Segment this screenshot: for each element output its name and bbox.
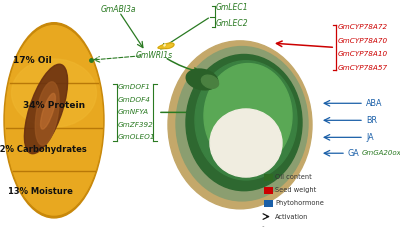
Text: GmCYP78A57: GmCYP78A57 [337, 65, 387, 71]
Ellipse shape [186, 69, 218, 90]
FancyBboxPatch shape [264, 174, 273, 181]
Text: GmNFYA: GmNFYA [118, 109, 149, 115]
Polygon shape [158, 43, 174, 49]
Ellipse shape [168, 41, 312, 209]
Text: 34% Protein: 34% Protein [23, 101, 85, 110]
Ellipse shape [195, 61, 297, 180]
Text: BR: BR [366, 116, 377, 125]
Text: GmABI3a: GmABI3a [100, 5, 136, 14]
Ellipse shape [6, 26, 102, 215]
Text: GmDOF4: GmDOF4 [118, 97, 151, 103]
Text: GmCYP78A10: GmCYP78A10 [337, 52, 387, 57]
Text: Phytohormone: Phytohormone [275, 200, 324, 206]
Ellipse shape [202, 75, 218, 88]
Text: 32% Carbohydrates: 32% Carbohydrates [0, 145, 86, 154]
Text: JA: JA [366, 133, 374, 142]
Text: GmGA20ox: GmGA20ox [362, 150, 400, 156]
FancyBboxPatch shape [264, 200, 273, 207]
Ellipse shape [4, 23, 104, 218]
Text: GmZF392: GmZF392 [118, 122, 154, 128]
Ellipse shape [176, 47, 308, 201]
Polygon shape [164, 44, 166, 46]
Text: GmCYP78A70: GmCYP78A70 [337, 38, 387, 44]
Text: Oil content: Oil content [275, 174, 312, 180]
Text: GmOLEO1: GmOLEO1 [118, 134, 156, 140]
Text: GmLEC2: GmLEC2 [216, 19, 249, 28]
Ellipse shape [24, 64, 68, 154]
Text: Seed weight: Seed weight [275, 187, 316, 193]
Text: 17% Oil: 17% Oil [13, 56, 51, 65]
Ellipse shape [12, 59, 96, 127]
Text: GmLEC1: GmLEC1 [216, 3, 249, 12]
Text: GA: GA [348, 149, 360, 158]
Text: GmWRI1s: GmWRI1s [136, 51, 172, 60]
Text: GmDOF1: GmDOF1 [118, 84, 151, 90]
Ellipse shape [204, 64, 292, 168]
Text: GmCYP78A72: GmCYP78A72 [337, 24, 387, 30]
Text: Activation: Activation [275, 214, 308, 220]
Ellipse shape [40, 93, 56, 129]
Ellipse shape [35, 82, 59, 145]
Ellipse shape [186, 54, 302, 191]
Text: ABA: ABA [366, 99, 382, 108]
FancyBboxPatch shape [264, 187, 273, 194]
Text: 13% Moisture: 13% Moisture [8, 187, 72, 196]
Ellipse shape [210, 109, 282, 177]
Text: Activation（unclear）: Activation（unclear） [275, 226, 342, 227]
